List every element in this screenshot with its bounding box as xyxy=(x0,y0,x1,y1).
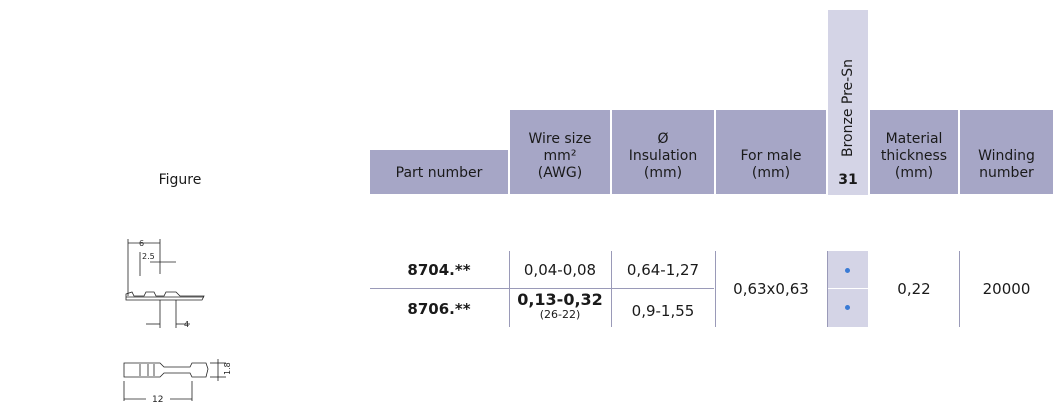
divider xyxy=(959,251,960,327)
table-row-2-wire-size-cell: 0,13-0,32 (26-22) xyxy=(510,291,610,327)
wire-size-header-line1: Wire size xyxy=(528,131,592,147)
for-male-header: For male (mm) xyxy=(716,110,826,194)
figure-header-label: Figure xyxy=(158,172,202,188)
wire-size-header-line3: (AWG) xyxy=(537,165,583,181)
row-divider xyxy=(370,288,714,289)
material-dot-row-1 xyxy=(845,268,850,273)
material-code: 31 xyxy=(838,172,858,188)
dim-side-height-label: 1.8 xyxy=(223,362,232,375)
for-male-value: 0,63x0,63 xyxy=(733,280,809,298)
table-row-1-insulation: 0,64-1,27 xyxy=(626,261,700,279)
table-row-1-part-number: 8704.** xyxy=(407,261,471,279)
thickness-header-line3: (mm) xyxy=(894,165,934,181)
dim-mid-label: 2.5 xyxy=(142,252,155,261)
for-male-header-line2: (mm) xyxy=(751,165,791,181)
terminal-side-drawing: 12 1.8 xyxy=(120,355,240,405)
table-row-1-wire-size: 0,04-0,08 xyxy=(523,261,597,279)
terminal-top-drawing-svg: 6 2.5 4 xyxy=(125,239,205,329)
material-dot-row-2 xyxy=(845,305,850,310)
thickness-header: Material thickness (mm) xyxy=(870,110,958,194)
terminal-top-drawing: 6 2.5 4 xyxy=(120,234,220,330)
insulation-header-line2: Insulation xyxy=(628,148,698,164)
material-column-body xyxy=(828,251,868,327)
table-row-2-insulation: 0,9-1,55 xyxy=(631,302,695,320)
thickness-header-line1: Material xyxy=(885,131,943,147)
winding-header-line1: Winding xyxy=(978,148,1035,164)
material-header: Bronze Pre-Sn 31 xyxy=(828,10,868,195)
for-male-header-line1: For male xyxy=(740,148,802,164)
divider xyxy=(509,251,510,327)
winding-header: Winding number xyxy=(960,110,1053,194)
wire-size-header-line2: mm² xyxy=(543,148,577,164)
row-divider xyxy=(828,288,868,289)
divider xyxy=(715,251,716,327)
winding-header-line2: number xyxy=(979,165,1034,181)
wire-size-header: Wire size mm² (AWG) xyxy=(510,110,610,194)
dim-length-label: 12 xyxy=(152,395,163,403)
figure-header: Figure xyxy=(40,150,320,194)
insulation-header-line3: (mm) xyxy=(643,165,683,181)
material-name: Bronze Pre-Sn xyxy=(840,59,856,157)
dim-top-label: 6 xyxy=(139,239,144,248)
winding-value: 20000 xyxy=(982,280,1031,298)
terminal-side-drawing-svg: 12 1.8 xyxy=(123,359,232,405)
divider xyxy=(611,251,612,327)
part-number-header: Part number xyxy=(370,150,508,194)
insulation-header-line1: Ø xyxy=(657,131,669,147)
table-row-2-part-number: 8706.** xyxy=(407,300,471,318)
part-number-header-label: Part number xyxy=(395,165,483,181)
insulation-header: Ø Insulation (mm) xyxy=(612,110,714,194)
table-row-2-wire-awg: (26-22) xyxy=(539,308,581,321)
thickness-header-line2: thickness xyxy=(880,148,948,164)
dim-bottom-label: 4 xyxy=(184,320,189,329)
divider xyxy=(827,251,828,327)
table-row-2-wire-size: 0,13-0,32 xyxy=(517,290,603,309)
thickness-value: 0,22 xyxy=(897,280,931,298)
